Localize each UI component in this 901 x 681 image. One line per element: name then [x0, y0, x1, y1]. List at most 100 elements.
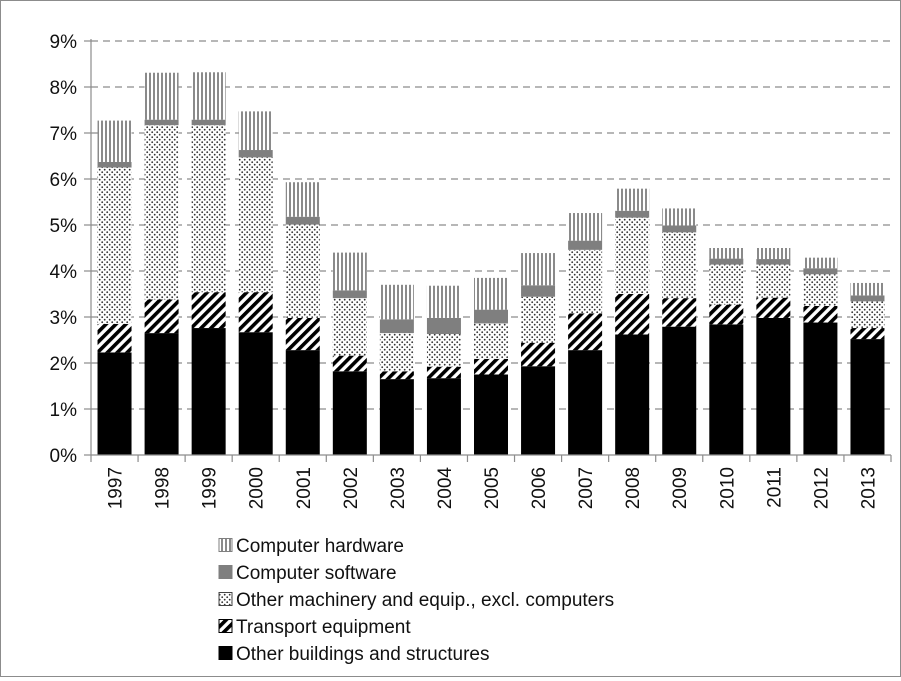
bar-segment-other-buildings-and-structures — [756, 317, 791, 455]
bar-segment-computer-hardware — [803, 257, 838, 269]
bar-stack-2005 — [474, 277, 508, 455]
y-tick-label: 4% — [50, 262, 78, 283]
bar-segment-transport-equipment — [709, 304, 744, 325]
bar-segment-computer-software — [426, 317, 461, 335]
bar-segment-other-buildings-and-structures — [97, 352, 132, 455]
legend-swatch — [218, 565, 233, 579]
bar-segment-computer-software — [568, 240, 603, 250]
bar-segment-transport-equipment — [379, 371, 414, 380]
bar-segment-computer-hardware — [850, 282, 885, 296]
legend-swatch — [218, 592, 233, 606]
bar-segment-other-machinery-and-equip-excl-computers — [285, 224, 320, 318]
bar-segment-transport-equipment — [144, 299, 179, 334]
bar-segment-transport-equipment — [332, 355, 367, 372]
y-tick-label: 3% — [50, 308, 78, 329]
x-tick-label: 2002 — [341, 467, 362, 509]
x-tick-label: 2007 — [576, 467, 597, 509]
y-tick-label: 8% — [50, 78, 78, 99]
bar-segment-computer-software — [850, 295, 885, 302]
bar-segment-computer-software — [238, 150, 273, 158]
legend-label: Transport equipment — [236, 617, 411, 638]
bar-segment-computer-software — [803, 268, 838, 275]
bar-segment-transport-equipment — [285, 317, 320, 351]
bar-segment-transport-equipment — [662, 298, 697, 327]
bar-stack-2002 — [332, 252, 367, 455]
x-tick-label: 2005 — [482, 467, 503, 509]
y-tick-label: 7% — [50, 124, 78, 145]
bar-stack-2001 — [285, 182, 320, 455]
bar-segment-other-machinery-and-equip-excl-computers — [379, 333, 414, 372]
bar-segment-transport-equipment — [426, 366, 461, 379]
legend-label: Computer hardware — [236, 536, 404, 557]
bar-segment-other-machinery-and-equip-excl-computers — [662, 232, 697, 299]
bar-segment-computer-hardware — [144, 72, 179, 120]
bar-stack-2004 — [426, 285, 461, 455]
bar-segment-computer-software — [191, 119, 226, 126]
bar-segment-other-buildings-and-structures — [474, 374, 508, 455]
bar-segment-other-machinery-and-equip-excl-computers — [426, 334, 461, 367]
bar-segment-other-buildings-and-structures — [521, 366, 556, 455]
bar-segment-computer-software — [379, 319, 414, 334]
bar-segment-transport-equipment — [521, 342, 556, 367]
x-tick-label: 2003 — [388, 467, 409, 509]
bar-segment-computer-software — [144, 119, 179, 126]
x-tick-label: 1998 — [153, 467, 174, 509]
bar-segment-computer-hardware — [332, 252, 367, 291]
legend-item-other-buildings-and-structures: Other buildings and structures — [218, 644, 489, 665]
bar-segment-other-machinery-and-equip-excl-computers — [615, 217, 650, 294]
bar-segment-other-machinery-and-equip-excl-computers — [756, 264, 791, 298]
bar-segment-computer-software — [615, 210, 650, 218]
bar-segment-transport-equipment — [474, 358, 508, 375]
legend-item-computer-software: Computer software — [218, 563, 397, 584]
bar-stack-2000 — [238, 111, 273, 455]
bar-segment-computer-hardware — [426, 285, 461, 318]
x-tick-label: 1999 — [200, 467, 221, 509]
bar-segment-other-machinery-and-equip-excl-computers — [474, 323, 508, 359]
bar-stack-2006 — [521, 253, 556, 455]
bar-segment-transport-equipment — [97, 323, 132, 353]
y-axis-tick-labels: 0% 1% 2% 3% 4% 5% 6% 7% 8% 9% — [50, 32, 91, 467]
bar-stack-2008 — [615, 188, 650, 455]
bar-stack-2012 — [803, 257, 838, 455]
x-tick-label: 2009 — [670, 467, 691, 509]
bar-segment-other-buildings-and-structures — [709, 324, 744, 455]
bar-segment-computer-hardware — [521, 253, 556, 286]
legend-label: Other machinery and equip., excl. comput… — [236, 590, 614, 611]
legend-swatch — [218, 619, 233, 633]
bar-stack-2010 — [709, 248, 744, 455]
bar-stack-1999 — [191, 72, 226, 455]
bar-segment-other-machinery-and-equip-excl-computers — [332, 298, 367, 356]
bar-segment-computer-software — [285, 216, 320, 225]
bar-stack-2007 — [568, 213, 603, 455]
bar-segment-other-buildings-and-structures — [568, 350, 603, 455]
legend-swatch — [218, 646, 233, 660]
x-tick-label: 2010 — [717, 467, 738, 509]
bar-segment-other-buildings-and-structures — [615, 334, 650, 455]
x-tick-label: 2013 — [858, 467, 879, 509]
x-tick-label: 2006 — [529, 467, 550, 509]
x-tick-label: 2011 — [764, 467, 785, 508]
bar-segment-transport-equipment — [238, 292, 273, 333]
y-tick-label: 0% — [50, 446, 78, 467]
bar-segment-other-machinery-and-equip-excl-computers — [521, 296, 556, 343]
bar-segment-computer-software — [709, 258, 744, 265]
legend: Computer hardware Computer software Other … — [218, 536, 614, 665]
bar-segment-other-machinery-and-equip-excl-computers — [238, 157, 273, 293]
x-axis-tick-labels: 1997 1998 1999 2000 2001 2002 2003 2004 2005 2006… — [106, 467, 880, 510]
y-tick-label: 6% — [50, 170, 78, 191]
bar-segment-other-machinery-and-equip-excl-computers — [97, 167, 132, 324]
bar-stack-2003 — [379, 284, 414, 455]
bar-segment-transport-equipment — [803, 305, 838, 323]
bar-segment-other-machinery-and-equip-excl-computers — [850, 301, 885, 329]
y-tick-label: 1% — [50, 400, 78, 421]
bar-segment-computer-hardware — [662, 208, 697, 226]
bar-segment-other-machinery-and-equip-excl-computers — [144, 125, 179, 300]
bar-segment-computer-software — [97, 161, 132, 168]
y-tick-label: 2% — [50, 354, 78, 375]
bar-segment-other-buildings-and-structures — [426, 378, 461, 455]
legend-item-other-machinery-and-equip-excl-computers: Other machinery and equip., excl. comput… — [218, 590, 614, 611]
bar-segment-computer-software — [474, 309, 508, 324]
bar-segment-computer-hardware — [379, 284, 414, 320]
bar-segment-computer-hardware — [568, 213, 603, 241]
